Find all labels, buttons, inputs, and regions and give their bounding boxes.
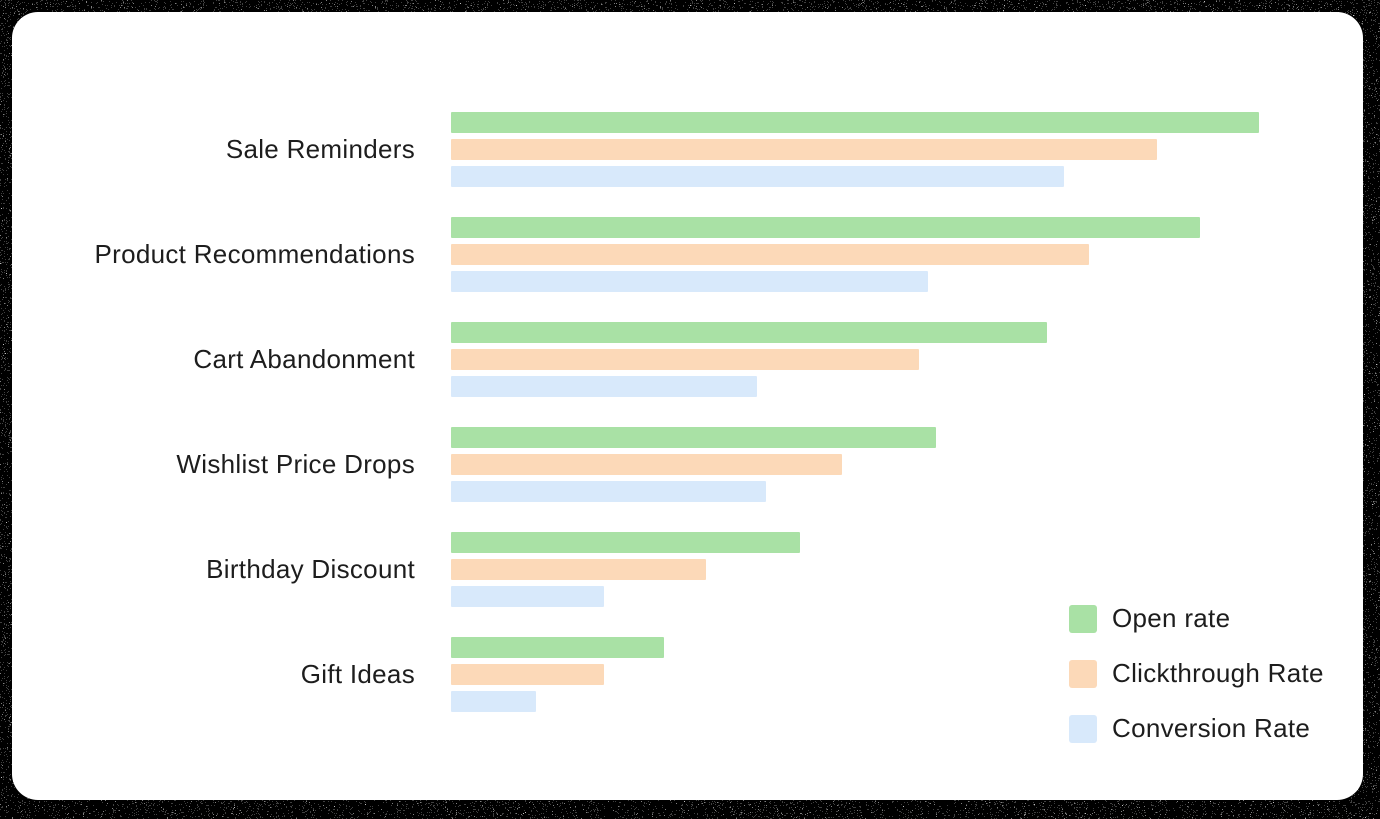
bar-group	[451, 322, 1302, 397]
bar-conversion-rate	[451, 271, 928, 292]
legend-item-conversion-rate: Conversion Rate	[1069, 713, 1324, 744]
bar-open-rate	[451, 532, 800, 553]
bar-clickthrough-rate	[451, 454, 843, 475]
legend-label: Clickthrough Rate	[1112, 658, 1324, 688]
bar-open-rate	[451, 217, 1200, 238]
bar-clickthrough-rate	[451, 139, 1158, 160]
bar-clickthrough-rate	[451, 664, 605, 685]
bar-clickthrough-rate	[451, 244, 1090, 265]
category-label: Sale Reminders	[225, 134, 415, 164]
category-label: Wishlist Price Drops	[176, 449, 415, 479]
bar-open-rate	[451, 637, 664, 658]
bar-conversion-rate	[451, 586, 605, 607]
bar-open-rate	[451, 112, 1260, 133]
bar-clickthrough-rate	[451, 559, 707, 580]
bar-open-rate	[451, 322, 1047, 343]
legend-item-open-rate: Open rate	[1069, 603, 1324, 634]
bar-conversion-rate	[451, 481, 766, 502]
grouped-bar-chart: Sale Reminders Product Recommendations C…	[12, 112, 1302, 712]
legend-item-clickthrough-rate: Clickthrough Rate	[1069, 658, 1324, 689]
bar-group	[451, 112, 1302, 187]
category-label: Product Recommendations	[94, 239, 415, 269]
legend-swatch-clickthrough-rate	[1069, 659, 1097, 688]
legend-swatch-conversion-rate	[1069, 714, 1097, 743]
chart-row: Birthday Discount	[12, 532, 1302, 607]
legend-swatch-open-rate	[1069, 604, 1097, 633]
chart-row: Product Recommendations	[12, 217, 1302, 292]
bar-clickthrough-rate	[451, 349, 920, 370]
chart-row: Cart Abandonment	[12, 322, 1302, 397]
chart-row: Sale Reminders	[12, 112, 1302, 187]
chart-row: Gift Ideas	[12, 637, 1302, 712]
bar-group	[451, 217, 1302, 292]
legend-label: Conversion Rate	[1112, 713, 1311, 743]
category-label: Cart Abandonment	[193, 344, 415, 374]
chart-row: Wishlist Price Drops	[12, 427, 1302, 502]
chart-card: Sale Reminders Product Recommendations C…	[12, 12, 1363, 800]
bar-group	[451, 427, 1302, 502]
legend-label: Open rate	[1112, 603, 1231, 633]
bar-conversion-rate	[451, 166, 1064, 187]
category-label: Birthday Discount	[206, 554, 415, 584]
bar-open-rate	[451, 427, 937, 448]
bar-conversion-rate	[451, 376, 758, 397]
bar-group	[451, 532, 1302, 607]
bar-conversion-rate	[451, 691, 537, 712]
bar-group	[451, 637, 1302, 712]
legend: Open rate Clickthrough Rate Conversion R…	[1069, 603, 1324, 744]
category-label: Gift Ideas	[300, 659, 415, 689]
